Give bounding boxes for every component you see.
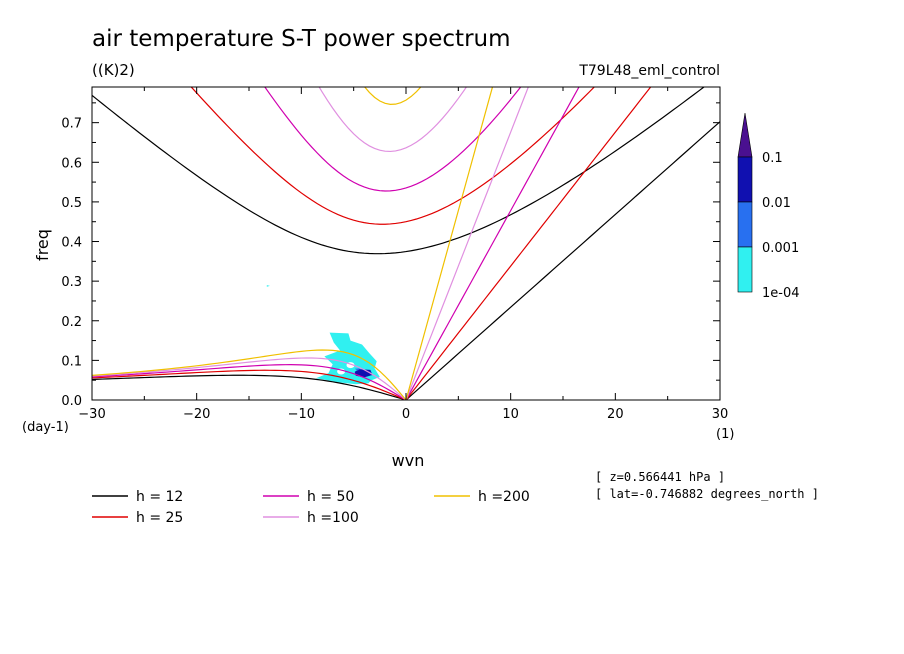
y-tick-label: 0.6 <box>61 156 82 171</box>
legend: h = 12 h = 25 h = 50 h =100 h =200 <box>92 489 530 526</box>
contour-region <box>354 368 360 371</box>
x-tick-label: 10 <box>502 407 519 422</box>
gravity-wave-curve <box>363 87 422 105</box>
y-tick-label: 0.5 <box>61 196 82 211</box>
x-tick-label: 20 <box>607 407 624 422</box>
legend-label-h12: h = 12 <box>136 489 183 505</box>
y-tick-label: 0.1 <box>61 354 82 369</box>
y-tick-label: 0.0 <box>61 394 82 409</box>
colorbar-label-3: 0.001 <box>762 241 799 256</box>
y-tick-label: 0.3 <box>61 275 82 290</box>
plot-area: −30 −20 −10 0 10 20 30 0.00.10.20.30.40.50.60.… <box>61 86 728 422</box>
info-line-lat: [ lat=-0.746882 degrees_north ] <box>595 487 819 501</box>
plot-frame <box>91 86 721 401</box>
x-tick-label: 0 <box>402 407 410 422</box>
rossby-wave-curve <box>92 364 407 400</box>
kelvin-wave-curve <box>405 87 494 400</box>
gravity-wave-curve <box>264 87 522 192</box>
rossby-wave-curve <box>92 349 407 400</box>
colorbar: 0.1 0.01 0.001 1e-04 <box>737 112 800 301</box>
rossby-wave-curve <box>92 357 407 400</box>
x-tick-label: −30 <box>78 407 105 422</box>
y-tick-label: 0.7 <box>61 117 82 132</box>
x-tick-label: −20 <box>183 407 210 422</box>
legend-label-h25: h = 25 <box>136 510 183 526</box>
y-unit-label: (day-1) <box>22 420 69 435</box>
rossby-wave-curve <box>92 369 407 400</box>
colorbar-label-1: 0.1 <box>762 151 783 166</box>
gravity-wave-curve <box>92 87 705 255</box>
kelvin-wave-curve <box>405 87 529 400</box>
gravity-wave-curve <box>318 87 468 153</box>
colorbar-label-2: 0.01 <box>762 196 791 211</box>
y-tick-label: 0.2 <box>61 315 82 330</box>
units-label: ((K)2) <box>92 61 135 79</box>
colorbar-band-3 <box>737 246 753 293</box>
dispersion-curves <box>92 87 720 400</box>
kelvin-wave-curve <box>405 87 580 400</box>
y-tick-label: 0.4 <box>61 236 82 251</box>
legend-label-h200: h =200 <box>478 489 530 505</box>
run-label: T79L48_eml_control <box>578 63 720 79</box>
colorbar-band-1 <box>737 156 753 203</box>
colorbar-band-2 <box>737 201 753 248</box>
kelvin-wave-curve <box>405 87 652 400</box>
x-axis-label: wvn <box>392 451 425 470</box>
colorbar-triangle <box>737 112 753 158</box>
x-tick-label: 30 <box>712 407 729 422</box>
y-axis-ticks: 0.0 0.1 0.2 0.3 0.4 0.5 0.6 0.7 <box>61 102 720 409</box>
legend-label-h50: h = 50 <box>307 489 354 505</box>
x-tick-label: −10 <box>288 407 315 422</box>
chart-title: air temperature S-T power spectrum <box>92 26 511 52</box>
colorbar-label-4: 1e-04 <box>762 286 800 301</box>
x-unit-label: (1) <box>716 427 734 442</box>
kelvin-wave-curve <box>405 121 720 400</box>
contour-region <box>266 285 270 287</box>
info-line-level: [ z=0.566441 hPa ] <box>595 470 725 484</box>
y-axis-label: freq <box>33 229 52 261</box>
x-axis-ticks: −30 −20 −10 0 10 20 30 <box>78 87 728 422</box>
rossby-wave-curve <box>92 374 407 400</box>
legend-label-h100: h =100 <box>307 510 359 526</box>
